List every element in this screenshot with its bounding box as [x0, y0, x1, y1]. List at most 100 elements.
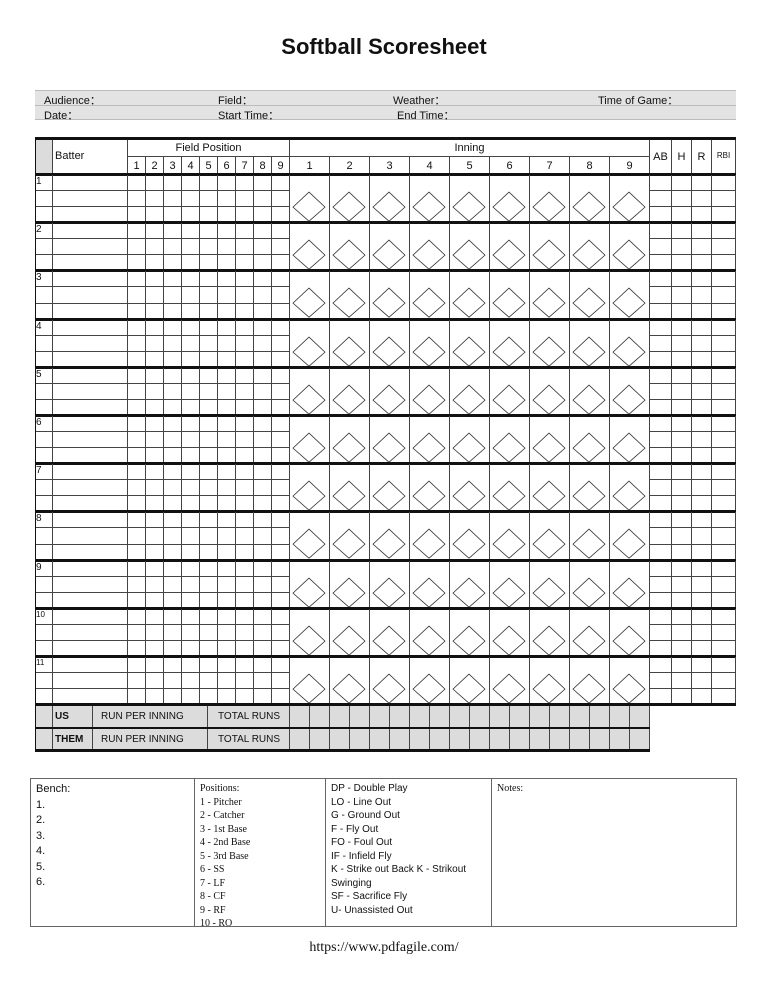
- field-position-cell[interactable]: [218, 271, 236, 288]
- inning-cell[interactable]: [410, 560, 450, 609]
- stat-cell[interactable]: [672, 560, 692, 577]
- field-position-cell[interactable]: [182, 560, 200, 577]
- stat-cell[interactable]: [712, 319, 736, 336]
- stat-cell[interactable]: [712, 287, 736, 304]
- inning-cell[interactable]: [410, 657, 450, 706]
- stat-cell[interactable]: [692, 432, 712, 449]
- stat-cell[interactable]: [672, 175, 692, 192]
- field-position-cell[interactable]: [200, 383, 218, 400]
- stat-cell[interactable]: [650, 416, 672, 433]
- batter-name-input[interactable]: [53, 383, 128, 400]
- stat-cell[interactable]: [650, 560, 672, 577]
- stat-cell[interactable]: [692, 576, 712, 593]
- field-position-cell[interactable]: [236, 239, 254, 256]
- field-position-cell[interactable]: [182, 576, 200, 593]
- inning-cell[interactable]: [330, 175, 370, 224]
- field-position-cell[interactable]: [128, 624, 146, 641]
- inning-cell[interactable]: [290, 657, 330, 706]
- field-position-cell[interactable]: [272, 512, 290, 529]
- field-position-cell[interactable]: [218, 383, 236, 400]
- batter-name-input[interactable]: [53, 624, 128, 641]
- field-position-cell[interactable]: [236, 480, 254, 497]
- field-position-cell[interactable]: [164, 512, 182, 529]
- stat-cell[interactable]: [650, 576, 672, 593]
- field-position-cell[interactable]: [254, 383, 272, 400]
- run-cell[interactable]: [410, 706, 430, 729]
- field-position-cell[interactable]: [146, 560, 164, 577]
- inning-cell[interactable]: [610, 319, 650, 368]
- stat-cell[interactable]: [692, 383, 712, 400]
- field-position-cell[interactable]: [272, 480, 290, 497]
- field-position-cell[interactable]: [200, 335, 218, 352]
- field-position-cell[interactable]: [272, 576, 290, 593]
- field-position-cell[interactable]: [128, 175, 146, 192]
- run-cell[interactable]: [450, 728, 470, 752]
- notes-section[interactable]: Notes:: [492, 779, 738, 926]
- run-cell[interactable]: [510, 706, 530, 729]
- run-cell[interactable]: [390, 728, 410, 752]
- run-cell[interactable]: [570, 728, 590, 752]
- inning-cell[interactable]: [530, 512, 570, 561]
- run-cell[interactable]: [530, 728, 550, 752]
- inning-cell[interactable]: [330, 416, 370, 465]
- field-position-cell[interactable]: [164, 367, 182, 384]
- stat-cell[interactable]: [712, 560, 736, 577]
- inning-cell[interactable]: [570, 464, 610, 513]
- field-position-cell[interactable]: [146, 335, 164, 352]
- field-position-cell[interactable]: [218, 416, 236, 433]
- inning-cell[interactable]: [290, 560, 330, 609]
- run-cell[interactable]: [350, 706, 370, 729]
- inning-cell[interactable]: [610, 657, 650, 706]
- stat-cell[interactable]: [692, 480, 712, 497]
- field-position-cell[interactable]: [164, 191, 182, 208]
- stat-cell[interactable]: [650, 223, 672, 240]
- field-position-cell[interactable]: [272, 239, 290, 256]
- inning-cell[interactable]: [570, 608, 610, 657]
- field-position-cell[interactable]: [146, 576, 164, 593]
- field-position-cell[interactable]: [182, 239, 200, 256]
- inning-cell[interactable]: [450, 608, 490, 657]
- field-position-cell[interactable]: [200, 367, 218, 384]
- batter-name-input[interactable]: [53, 367, 128, 384]
- stat-cell[interactable]: [692, 191, 712, 208]
- run-cell[interactable]: [390, 706, 410, 729]
- stat-cell[interactable]: [650, 319, 672, 336]
- field-position-cell[interactable]: [164, 432, 182, 449]
- stat-cell[interactable]: [672, 271, 692, 288]
- inning-cell[interactable]: [370, 560, 410, 609]
- stat-cell[interactable]: [712, 271, 736, 288]
- inning-cell[interactable]: [290, 223, 330, 272]
- inning-cell[interactable]: [290, 512, 330, 561]
- field-position-cell[interactable]: [164, 175, 182, 192]
- field-position-cell[interactable]: [254, 367, 272, 384]
- field-position-cell[interactable]: [218, 512, 236, 529]
- inning-cell[interactable]: [450, 319, 490, 368]
- field-position-cell[interactable]: [164, 239, 182, 256]
- run-cell[interactable]: [350, 728, 370, 752]
- field-position-cell[interactable]: [164, 528, 182, 545]
- run-cell[interactable]: [330, 728, 350, 752]
- stat-cell[interactable]: [672, 576, 692, 593]
- field-position-cell[interactable]: [128, 383, 146, 400]
- run-cell[interactable]: [430, 706, 450, 729]
- batter-name-input[interactable]: [53, 512, 128, 529]
- field-position-cell[interactable]: [182, 480, 200, 497]
- field-position-cell[interactable]: [164, 335, 182, 352]
- inning-cell[interactable]: [530, 464, 570, 513]
- run-cell[interactable]: [450, 706, 470, 729]
- stat-cell[interactable]: [712, 624, 736, 641]
- field-position-cell[interactable]: [128, 223, 146, 240]
- field-position-cell[interactable]: [182, 416, 200, 433]
- stat-cell[interactable]: [712, 512, 736, 529]
- field-position-cell[interactable]: [146, 480, 164, 497]
- field-position-cell[interactable]: [236, 223, 254, 240]
- field-position-cell[interactable]: [182, 528, 200, 545]
- batter-name-input[interactable]: [53, 335, 128, 352]
- field-position-cell[interactable]: [236, 383, 254, 400]
- field-position-cell[interactable]: [218, 480, 236, 497]
- field-position-cell[interactable]: [200, 239, 218, 256]
- field-position-cell[interactable]: [200, 528, 218, 545]
- stat-cell[interactable]: [672, 608, 692, 625]
- field-position-cell[interactable]: [272, 560, 290, 577]
- footer-url[interactable]: https://www.pdfagile.com/: [309, 940, 459, 955]
